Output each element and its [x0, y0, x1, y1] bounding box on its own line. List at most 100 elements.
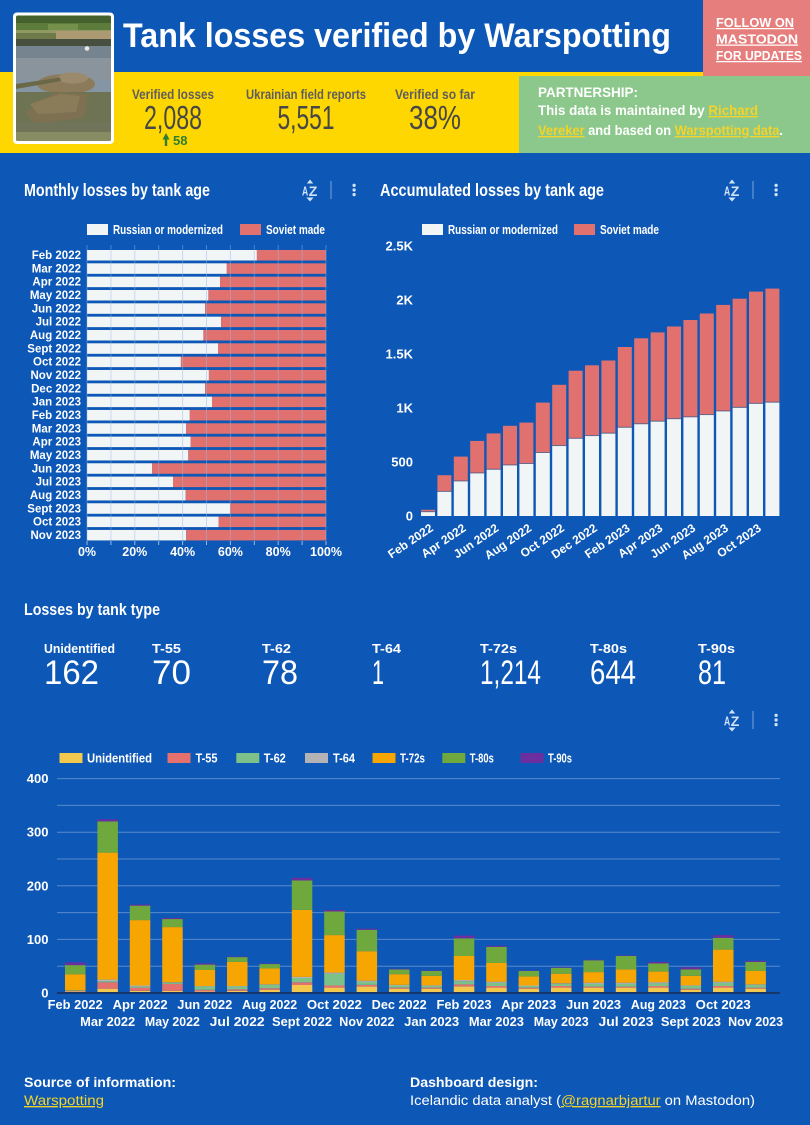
svg-text:Soviet made: Soviet made	[266, 223, 325, 237]
svg-text:Oct 2023: Oct 2023	[33, 517, 81, 529]
svg-text:0: 0	[406, 509, 413, 524]
svg-text:Z: Z	[731, 713, 740, 729]
svg-text:Warspotting: Warspotting	[24, 1093, 104, 1108]
svg-text:0%: 0%	[78, 545, 96, 559]
svg-text:Russian or modernized: Russian or modernized	[113, 223, 223, 237]
svg-text:May 2023: May 2023	[534, 1015, 589, 1029]
svg-text:Dec 2022: Dec 2022	[372, 998, 427, 1012]
svg-text:T-62: T-62	[262, 642, 291, 656]
svg-text:FOR UPDATES: FOR UPDATES	[716, 49, 802, 63]
svg-text:Aug 2022: Aug 2022	[242, 998, 297, 1012]
svg-text:Unidentified: Unidentified	[44, 642, 115, 656]
svg-text:Nov 2023: Nov 2023	[30, 530, 81, 542]
svg-text:Feb 2023: Feb 2023	[32, 410, 81, 422]
svg-text:Mar 2022: Mar 2022	[80, 1015, 135, 1029]
svg-text:2,088: 2,088	[144, 99, 202, 136]
svg-text:70: 70	[152, 654, 191, 692]
svg-text:78: 78	[262, 654, 298, 692]
svg-text:A: A	[724, 715, 730, 729]
svg-text:80%: 80%	[266, 545, 291, 559]
svg-text:Apr 2023: Apr 2023	[32, 437, 81, 449]
svg-text:May 2022: May 2022	[30, 290, 81, 302]
svg-text:T-80s: T-80s	[590, 642, 627, 656]
svg-text:Dec 2022: Dec 2022	[31, 383, 81, 395]
svg-text:May 2023: May 2023	[30, 450, 81, 462]
svg-text:2K: 2K	[396, 293, 413, 308]
svg-text:Nov 2023: Nov 2023	[728, 1015, 783, 1029]
svg-text:Jun 2023: Jun 2023	[566, 998, 621, 1012]
svg-text:Jul 2022: Jul 2022	[210, 1015, 265, 1029]
svg-text:0: 0	[41, 986, 48, 1001]
svg-text:Apr 2023: Apr 2023	[501, 998, 556, 1012]
svg-text:Dashboard design:: Dashboard design:	[410, 1075, 538, 1090]
svg-text:1,214: 1,214	[480, 654, 541, 692]
svg-text:FOLLOW ON: FOLLOW ON	[716, 16, 794, 30]
svg-text:Jun 2022: Jun 2022	[177, 998, 232, 1012]
svg-text:Unidentified: Unidentified	[87, 752, 152, 766]
svg-text:Mar 2023: Mar 2023	[469, 1015, 524, 1029]
svg-text:300: 300	[27, 825, 49, 840]
svg-text:Aug 2023: Aug 2023	[30, 490, 81, 502]
svg-text:Feb 2022: Feb 2022	[32, 250, 81, 262]
svg-text:1.5K: 1.5K	[386, 347, 414, 362]
svg-text:1K: 1K	[396, 401, 413, 416]
svg-text:T-64: T-64	[372, 642, 401, 656]
svg-text:5,551: 5,551	[278, 99, 335, 136]
svg-text:200: 200	[27, 878, 49, 893]
svg-text:Source of information:: Source of information:	[24, 1075, 176, 1090]
svg-text:Jun 2023: Jun 2023	[32, 463, 81, 475]
svg-text:Z: Z	[309, 183, 318, 199]
svg-text:Sept 2023: Sept 2023	[27, 503, 81, 515]
svg-text:Apr 2022: Apr 2022	[32, 277, 81, 289]
svg-text:40%: 40%	[170, 545, 195, 559]
svg-text:Losses by tank type: Losses by tank type	[24, 601, 160, 619]
svg-text:38%: 38%	[409, 99, 461, 136]
svg-text:Apr 2022: Apr 2022	[113, 998, 168, 1012]
svg-text:Nov 2022: Nov 2022	[339, 1015, 394, 1029]
svg-text:T-55: T-55	[152, 642, 181, 656]
svg-text:Icelandic data analyst (@ragna: Icelandic data analyst (@ragnarbjartur o…	[410, 1093, 755, 1108]
svg-text:500: 500	[391, 455, 413, 470]
svg-text:Accumulated losses by tank age: Accumulated losses by tank age	[380, 180, 604, 200]
svg-text:T-64: T-64	[333, 752, 355, 766]
svg-text:Tank losses verified by Warspo: Tank losses verified by Warspotting	[123, 17, 671, 55]
svg-text:Aug 2022: Aug 2022	[30, 330, 81, 342]
svg-text:60%: 60%	[218, 545, 243, 559]
svg-text:Jan 2023: Jan 2023	[32, 397, 81, 409]
svg-text:58: 58	[173, 133, 187, 148]
svg-text:Mar 2022: Mar 2022	[32, 263, 81, 275]
svg-text:T-55: T-55	[196, 752, 218, 766]
svg-text:Jan 2023: Jan 2023	[404, 1015, 459, 1029]
svg-text:MASTODON: MASTODON	[716, 33, 798, 47]
svg-text:A: A	[302, 185, 308, 199]
svg-text:Sept 2022: Sept 2022	[27, 343, 81, 355]
svg-text:162: 162	[44, 654, 99, 692]
svg-text:PARTNERSHIP:: PARTNERSHIP:	[538, 85, 638, 100]
svg-text:100: 100	[27, 932, 49, 947]
svg-text:20%: 20%	[122, 545, 147, 559]
svg-text:T-72s: T-72s	[400, 752, 425, 766]
svg-text:Oct 2023: Oct 2023	[696, 998, 751, 1012]
svg-text:Z: Z	[731, 183, 740, 199]
svg-text:Ukrainian field reports: Ukrainian field reports	[246, 87, 366, 102]
svg-text:100%: 100%	[310, 545, 342, 559]
svg-text:1: 1	[372, 654, 384, 692]
svg-text:Oct 2022: Oct 2022	[307, 998, 362, 1012]
svg-text:T-90s: T-90s	[548, 752, 572, 766]
svg-text:Sept 2022: Sept 2022	[272, 1015, 332, 1029]
svg-text:May 2022: May 2022	[145, 1015, 200, 1029]
svg-text:T-80s: T-80s	[470, 752, 494, 766]
svg-text:Feb 2023: Feb 2023	[437, 998, 492, 1012]
svg-text:Monthly losses by tank age: Monthly losses by tank age	[24, 180, 210, 200]
svg-text:Sept 2023: Sept 2023	[661, 1015, 721, 1029]
svg-text:Jul 2022: Jul 2022	[36, 317, 81, 329]
svg-text:Mar 2023: Mar 2023	[32, 423, 81, 435]
svg-text:Jul 2023: Jul 2023	[599, 1015, 654, 1029]
svg-text:Nov 2022: Nov 2022	[30, 370, 81, 382]
svg-text:Verified losses: Verified losses	[132, 87, 214, 102]
svg-text:This data is maintained by Ric: This data is maintained by Richard	[538, 103, 758, 118]
svg-text:Feb 2022: Feb 2022	[48, 998, 103, 1012]
svg-text:T-72s: T-72s	[480, 642, 517, 656]
svg-text:644: 644	[590, 654, 636, 692]
svg-text:Jun 2022: Jun 2022	[32, 303, 81, 315]
